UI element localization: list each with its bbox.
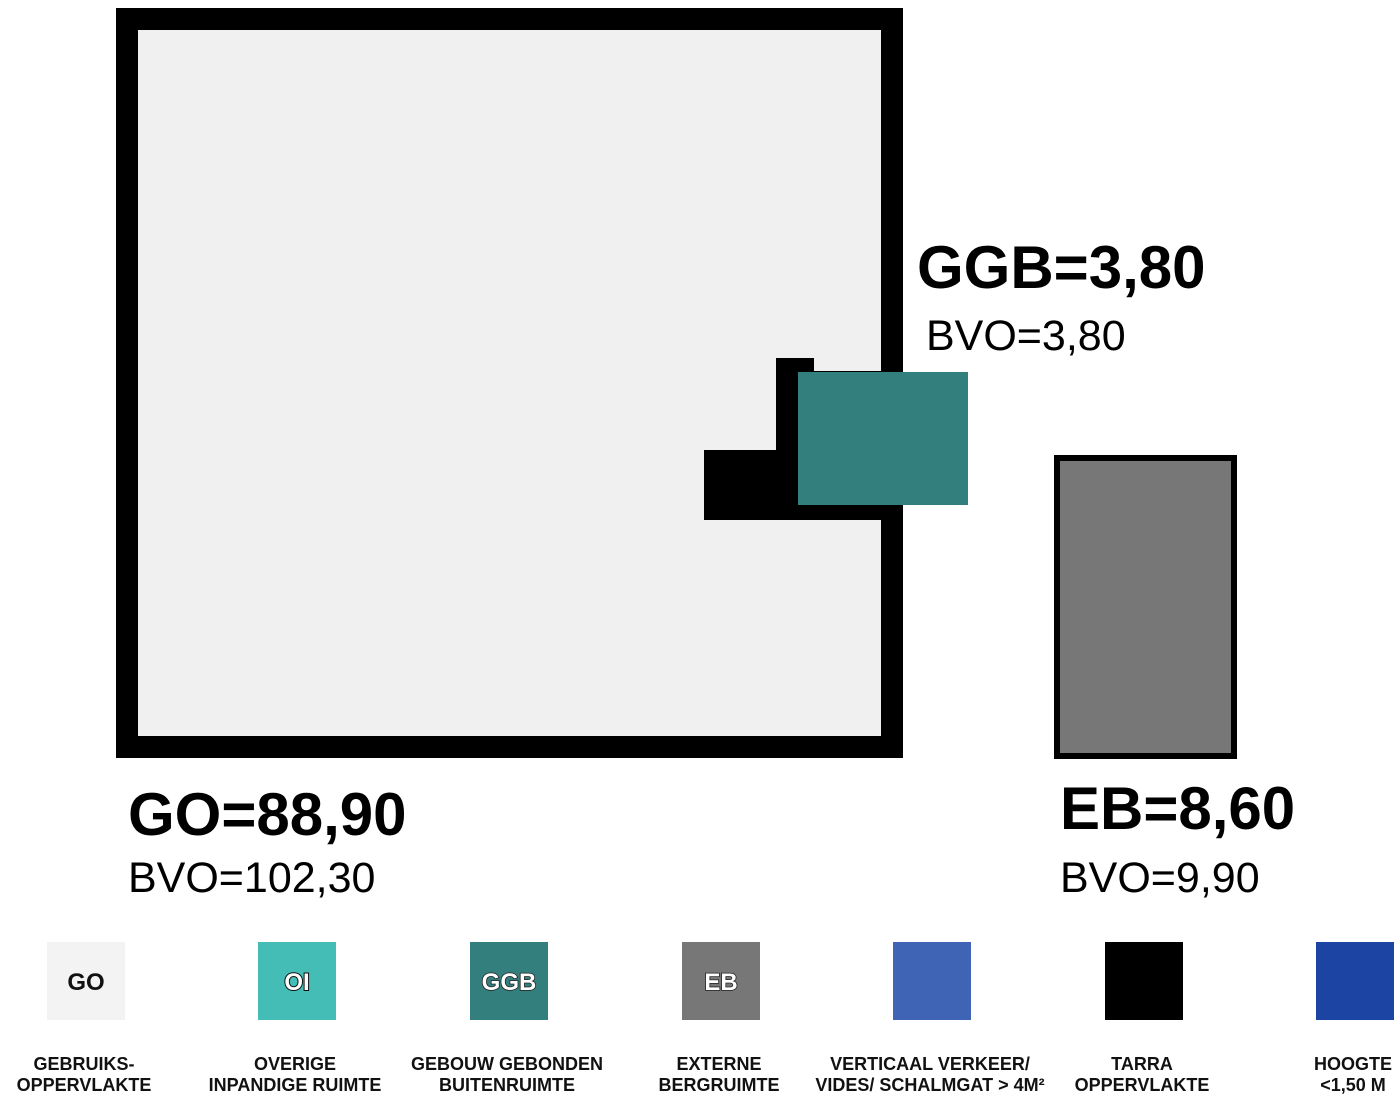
legend-code-go: GO: [67, 969, 104, 996]
legend-label-line2-ggb: BUITENRUIMTE: [439, 1075, 575, 1095]
legend-swatch-hoogte: [1316, 942, 1394, 1020]
legend-code-ggb: GGB: [482, 969, 537, 996]
legend-label-line1-oi: OVERIGE: [254, 1054, 336, 1074]
ggb-balcony: [798, 372, 968, 505]
eb-bvo: BVO=9,90: [1060, 854, 1260, 902]
ggb-title: GGB=3,80: [917, 234, 1206, 301]
go-title: GO=88,90: [128, 781, 407, 848]
legend-label-line2-hoogte: <1,50 M: [1320, 1075, 1386, 1095]
legend-item-verkeer: VERTICAAL VERKEER/VIDES/ SCHALMGAT > 4M²: [815, 942, 1045, 1095]
legend-swatch-go: [47, 942, 125, 1020]
legend-label-line2-oi: INPANDIGE RUIMTE: [209, 1075, 382, 1095]
go-bvo: BVO=102,30: [128, 854, 375, 902]
legend-label-line1-eb: EXTERNE: [676, 1054, 761, 1074]
legend-swatch-eb: [682, 942, 760, 1020]
eb-storage: [1054, 455, 1237, 759]
legend-code-oi: OI: [284, 969, 309, 996]
legend-swatch-ggb: [470, 942, 548, 1020]
legend-label-line1-go: GEBRUIKS-: [33, 1054, 134, 1074]
legend-label-line2-tarra: OPPERVLAKTE: [1075, 1075, 1210, 1095]
legend-label-line1-ggb: GEBOUW GEBONDEN: [411, 1054, 603, 1074]
legend-label-line2-verkeer: VIDES/ SCHALMGAT > 4M²: [815, 1075, 1044, 1095]
legend-label-line1-tarra: TARRA: [1111, 1054, 1173, 1074]
legend-swatch-oi: [258, 942, 336, 1020]
legend-label-line2-eb: BERGRUIMTE: [659, 1075, 780, 1095]
eb-title: EB=8,60: [1060, 775, 1295, 842]
legend-swatch-verkeer: [893, 942, 971, 1020]
legend-label-line1-verkeer: VERTICAAL VERKEER/: [830, 1054, 1030, 1074]
ggb-bvo: BVO=3,80: [926, 312, 1126, 360]
go-room-floor: [138, 30, 881, 736]
legend-code-eb: EB: [704, 969, 737, 996]
legend-label-line2-go: OPPERVLAKTE: [17, 1075, 152, 1095]
legend-label-line1-hoogte: HOOGTE: [1314, 1054, 1392, 1074]
legend-swatch-tarra: [1105, 942, 1183, 1020]
legend: GOGEBRUIKS-OPPERVLAKTEOIOVERIGEINPANDIGE…: [17, 942, 1394, 1095]
legend-item-go: GO GEBRUIKS-OPPERVLAKTE: [17, 942, 152, 1095]
legend-item-hoogte: HOOGTE<1,50 M: [1314, 942, 1394, 1095]
